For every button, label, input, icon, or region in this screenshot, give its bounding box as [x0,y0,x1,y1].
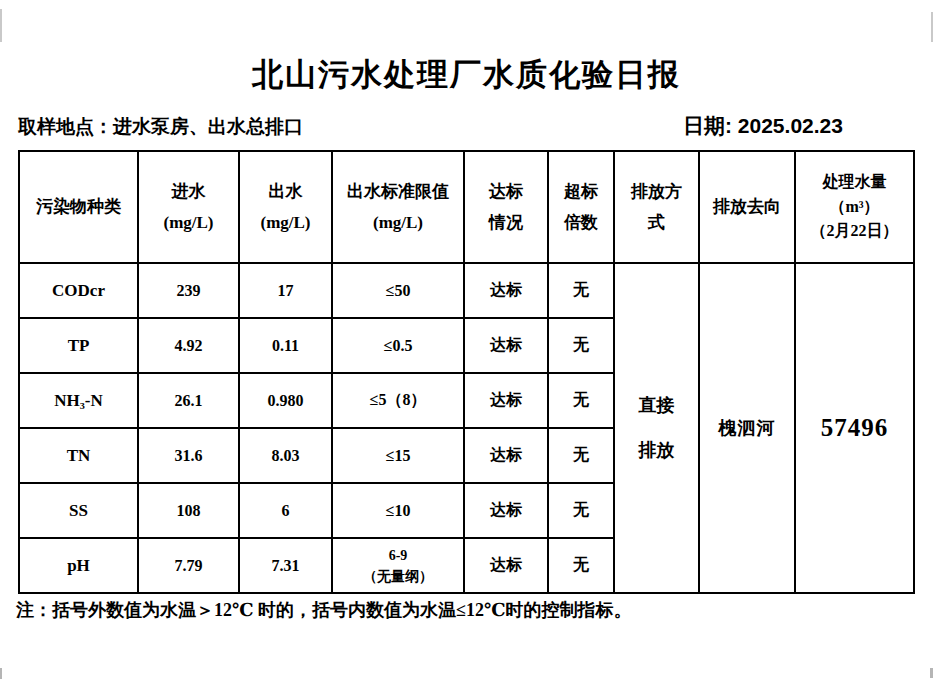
cell-compliance: 达标 [464,373,548,428]
cell-exceed: 无 [548,318,614,373]
cell-limit: ≤0.5 [332,318,464,373]
table-row: CODcr 239 17 ≤50 达标 无 直接 排放 槐泗河 57496 [19,263,914,318]
report-meta: 取样地点：进水泵房、出水总排口 日期: 2025.02.23 [0,112,933,142]
cell-treated-volume: 57496 [795,263,914,593]
cell-compliance: 达标 [464,538,548,593]
header-row: 污染物种类 进水 (mg/L) 出水 (mg/L) 出水标准限值 (mg/L) … [19,151,914,263]
cell-inflow: 7.79 [138,538,239,593]
sampling-location: 取样地点：进水泵房、出水总排口 [18,114,303,140]
cell-compliance: 达标 [464,318,548,373]
screen-edge-artifact [0,668,2,679]
col-header-treated-volume: 处理水量 （m³） （2月22日） [795,151,914,263]
cell-inflow: 31.6 [138,428,239,483]
cell-compliance: 达标 [464,428,548,483]
col-header-discharge-destination: 排放去向 [699,151,795,263]
daily-water-quality-report: 北山污水处理厂水质化验日报 取样地点：进水泵房、出水总排口 日期: 2025.0… [0,0,933,680]
cell-outflow: 7.31 [239,538,332,593]
cell-outflow: 0.980 [239,373,332,428]
col-header-discharge-mode: 排放方 式 [614,151,699,263]
col-header-outflow: 出水 (mg/L) [239,151,332,263]
cell-exceed: 无 [548,538,614,593]
report-date: 日期: 2025.02.23 [683,112,843,140]
cell-compliance: 达标 [464,263,548,318]
report-title: 北山污水处理厂水质化验日报 [0,54,933,96]
cell-inflow: 4.92 [138,318,239,373]
cell-exceed: 无 [548,373,614,428]
col-header-limit: 出水标准限值 (mg/L) [332,151,464,263]
cell-outflow: 0.11 [239,318,332,373]
cell-param: pH [19,538,138,593]
cell-param: TP [19,318,138,373]
cell-outflow: 6 [239,483,332,538]
col-header-pollutant: 污染物种类 [19,151,138,263]
cell-inflow: 26.1 [138,373,239,428]
cell-limit: ≤50 [332,263,464,318]
cell-outflow: 8.03 [239,428,332,483]
footnote: 注：括号外数值为水温＞12℃ 时的，括号内数值为水温≤12℃时的控制指标。 [16,598,632,622]
cell-limit: ≤15 [332,428,464,483]
cell-limit: ≤10 [332,483,464,538]
col-header-exceed: 超标 倍数 [548,151,614,263]
cell-limit: ≤5（8） [332,373,464,428]
cell-exceed: 无 [548,428,614,483]
cell-param: SS [19,483,138,538]
col-header-compliance: 达标 情况 [464,151,548,263]
cell-exceed: 无 [548,263,614,318]
cell-exceed: 无 [548,483,614,538]
cell-inflow: 239 [138,263,239,318]
cell-param: CODcr [19,263,138,318]
cell-discharge-mode: 直接 排放 [614,263,699,593]
cell-inflow: 108 [138,483,239,538]
cell-outflow: 17 [239,263,332,318]
screen-edge-artifact [0,9,2,42]
cell-compliance: 达标 [464,483,548,538]
cell-param: NH₃-N [19,373,138,428]
water-quality-table: 污染物种类 进水 (mg/L) 出水 (mg/L) 出水标准限值 (mg/L) … [18,150,915,594]
cell-param: TN [19,428,138,483]
cell-limit: 6-9 （无量纲） [332,538,464,593]
col-header-inflow: 进水 (mg/L) [138,151,239,263]
cell-discharge-destination: 槐泗河 [699,263,795,593]
